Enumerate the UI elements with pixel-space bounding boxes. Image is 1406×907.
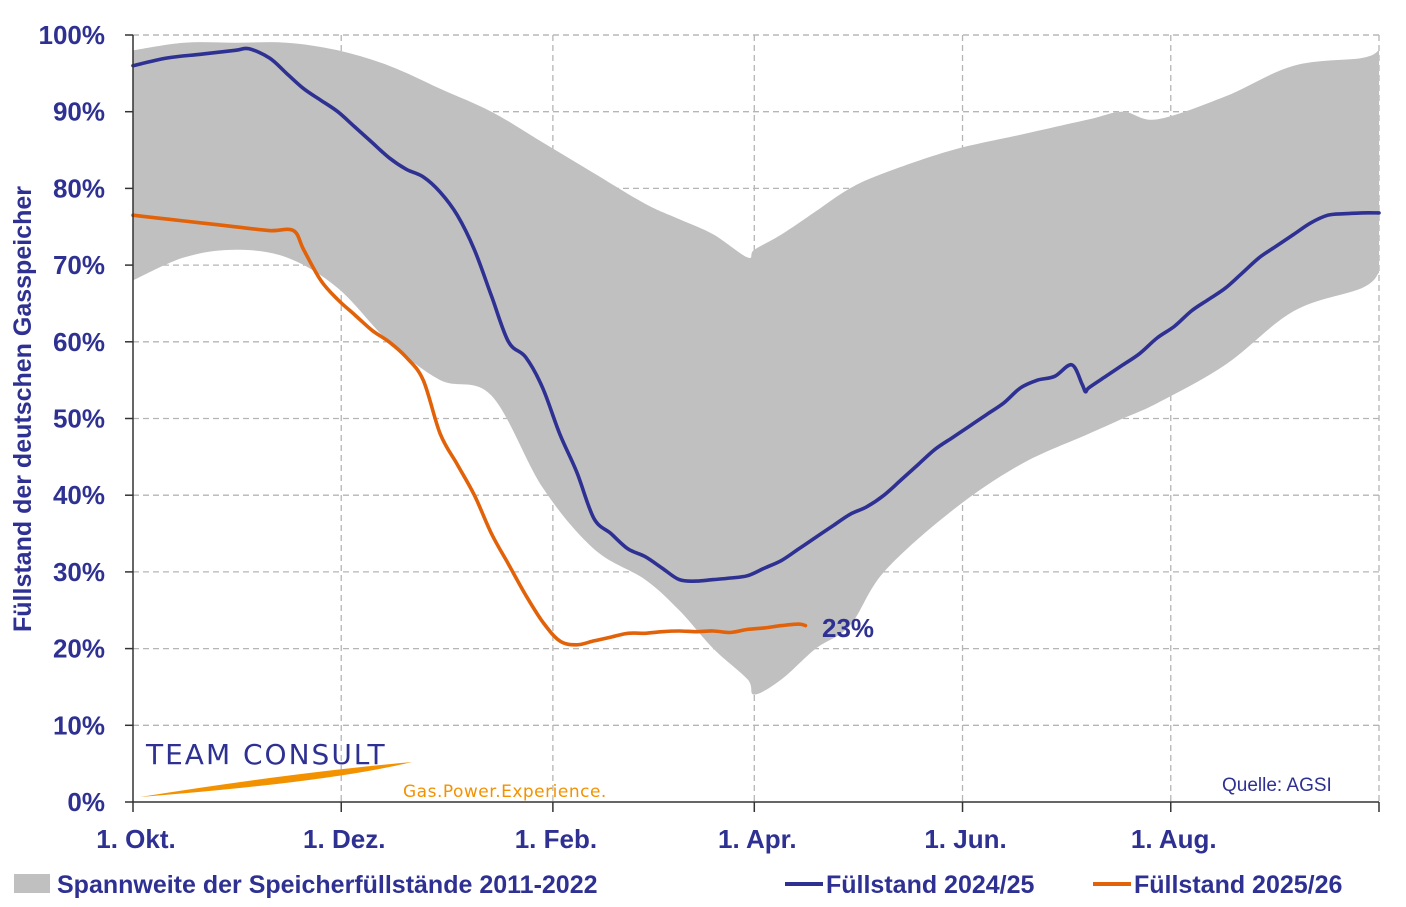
x-tick-label: 1. Okt. — [96, 824, 175, 854]
x-tick-label: 1. Jun. — [924, 824, 1006, 854]
y-tick-label: 60% — [53, 327, 105, 357]
y-tick-label: 70% — [53, 250, 105, 280]
legend-label-2025: Füllstand 2025/26 — [1134, 871, 1342, 899]
x-tick-label: 1. Aug. — [1131, 824, 1217, 854]
legend-swatch-band — [14, 874, 50, 893]
y-tick-label: 80% — [53, 173, 105, 203]
legend: Spannweite der Speicherfüllstände 2011-2… — [14, 871, 1342, 899]
range-band — [133, 42, 1379, 695]
y-tick-label: 100% — [39, 20, 106, 50]
team-consult-logo: TEAM CONSULT Gas.Power.Experience. — [140, 738, 607, 802]
x-tick-labels: 1. Okt. 1. Dez. 1. Feb. 1. Apr. 1. Jun. 1. Au… — [96, 824, 1216, 854]
logo-name: TEAM CONSULT — [145, 738, 387, 771]
legend-label-2024: Füllstand 2024/25 — [826, 871, 1035, 899]
source-label: Quelle: AGSI — [1222, 775, 1332, 796]
legend-label-band: Spannweite der Speicherfüllstände 2011-2… — [57, 871, 598, 899]
y-tick-labels: 0% 10% 20% 30% 40% 50% 60% 70% 80% 90% 100% — [39, 20, 106, 817]
y-tick-label: 0% — [67, 787, 105, 817]
series-line-2024-25 — [131, 46, 1381, 583]
y-tick-label: 20% — [53, 634, 105, 664]
x-tick-label: 1. Apr. — [718, 824, 797, 854]
y-tick-label: 90% — [53, 97, 105, 127]
range-band-layer — [133, 42, 1379, 695]
x-tick-label: 1. Feb. — [515, 824, 597, 854]
y-tick-label: 10% — [53, 710, 105, 740]
logo-swoosh-icon — [140, 762, 412, 797]
end-value-label: 23% — [822, 613, 874, 643]
y-axis-label: Füllstand der deutschen Gasspeicher — [9, 186, 37, 632]
axis-layer — [125, 34, 1380, 812]
x-tick-label: 1. Dez. — [303, 824, 385, 854]
logo-tagline: Gas.Power.Experience. — [403, 782, 607, 802]
line-layer — [131, 46, 1381, 647]
y-tick-label: 40% — [53, 480, 105, 510]
y-tick-label: 30% — [53, 557, 105, 587]
y-tick-label: 50% — [53, 404, 105, 434]
series-line-2025-26 — [131, 213, 808, 647]
